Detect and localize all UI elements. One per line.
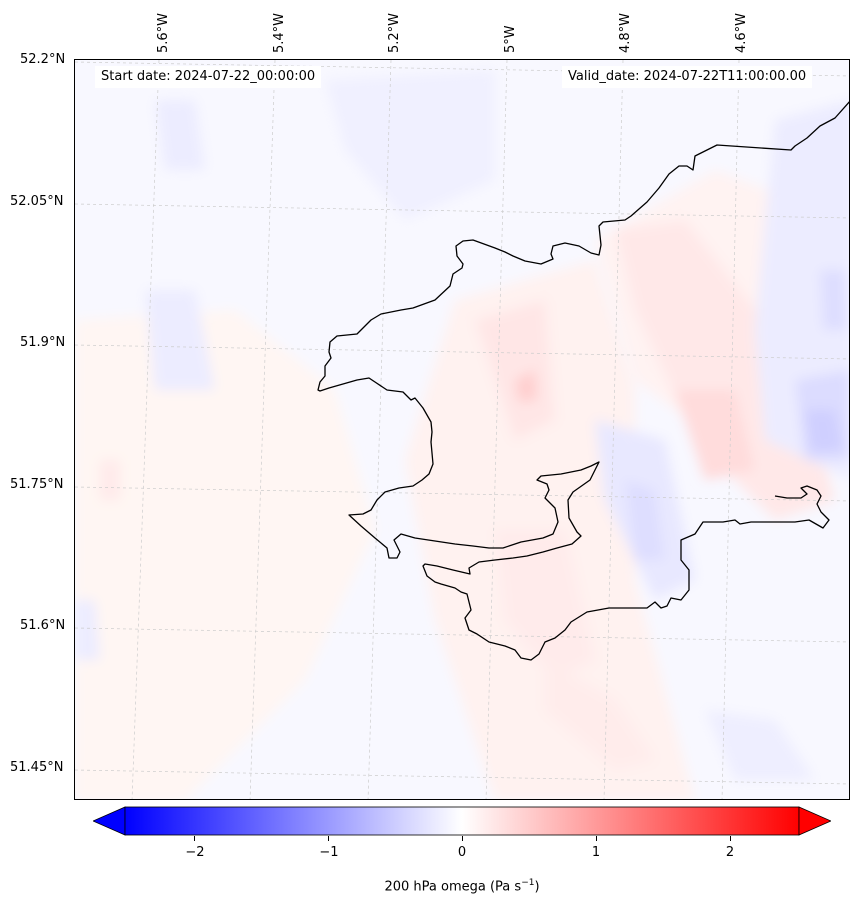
- negative-omega-central-core: [625, 480, 665, 560]
- positive-omega-core-east: [675, 390, 755, 480]
- lat-label-51.45n: 51.45°N: [10, 760, 64, 775]
- colorbar-extend-max: [798, 806, 832, 836]
- colorbar-variable: 200 hPa omega: [384, 879, 486, 895]
- lon-label-5.4w: 5.4°W: [272, 12, 287, 53]
- positive-omega-band: [405, 260, 695, 799]
- negative-omega-west: [145, 290, 215, 390]
- negative-omega-nw: [155, 100, 205, 170]
- coastline-north-wales-cardigan: [317, 101, 849, 661]
- positive-omega-core-west: [475, 300, 555, 440]
- colorbar-tick-0: 0: [457, 845, 467, 860]
- colorbar-tickmark-minus1: [328, 836, 329, 841]
- negative-omega-east-core: [805, 410, 843, 452]
- lat-label-51.75n: 51.75°N: [10, 477, 64, 492]
- negative-omega-north: [325, 70, 495, 220]
- colorbar-tickmark-minus2: [194, 836, 195, 841]
- colorbar-body: [124, 806, 800, 836]
- colorbar-extend-min: [92, 806, 126, 836]
- colorbar-tickmark-2: [730, 836, 731, 841]
- omega-contour-map: [75, 60, 849, 799]
- colorbar-tick-minus1: −1: [319, 845, 339, 860]
- colorbar-gradient: [92, 806, 832, 836]
- lat-label-52.05n: 52.05°N: [10, 194, 64, 209]
- lat-label-51.6n: 51.6°N: [20, 618, 66, 633]
- lon-label-4.6w: 4.6°W: [734, 12, 749, 53]
- positive-omega-south: [495, 530, 595, 680]
- lon-label-5w: 5°W: [503, 25, 518, 53]
- lon-label-5.2w: 5.2°W: [387, 12, 402, 53]
- lat-label-51.9n: 51.9°N: [20, 335, 66, 350]
- negative-omega-southeast: [705, 710, 815, 780]
- colorbar-tick-2: 2: [725, 845, 735, 860]
- valid-date-label: Valid_date: 2024-07-22T11:00:00.00: [562, 66, 813, 88]
- colorbar-title: 200 hPa omega (Pa s−1): [384, 878, 540, 895]
- colorbar-tickmark-0: [462, 836, 463, 841]
- map-panel: [74, 59, 850, 800]
- colorbar-tick-minus2: −2: [185, 845, 205, 860]
- coastline: [317, 101, 849, 661]
- colorbar-units-exponent: −1: [521, 878, 535, 888]
- lon-label-4.8w: 4.8°W: [618, 12, 633, 53]
- lat-label-52.2n: 52.2°N: [20, 52, 66, 67]
- start-date-label: Start date: 2024-07-22_00:00:00: [95, 66, 322, 88]
- omega-field: [75, 70, 849, 799]
- weak-ascent-region: [75, 310, 375, 799]
- colorbar-tickmark-1: [596, 836, 597, 841]
- colorbar-tick-1: 1: [591, 845, 601, 860]
- positive-omega-southeast: [545, 660, 655, 770]
- positive-omega-west-spot: [100, 460, 120, 500]
- positive-omega-peak-west: [515, 370, 537, 402]
- colorbar-units: Pa s: [495, 879, 522, 895]
- colorbar: [92, 806, 832, 836]
- negative-omega-southwest: [75, 600, 100, 660]
- negative-omega-east-north: [820, 270, 847, 330]
- lon-label-5.6w: 5.6°W: [156, 12, 171, 53]
